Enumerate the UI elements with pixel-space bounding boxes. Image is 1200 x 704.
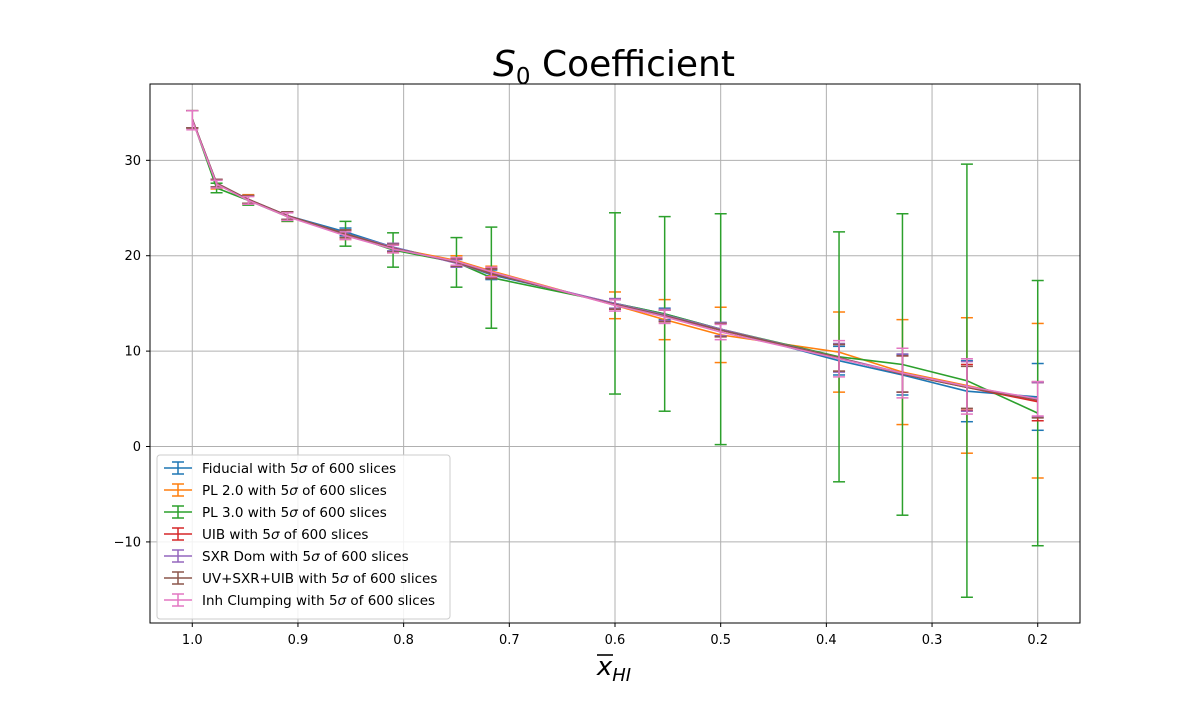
y-tick-label: 30 [124,154,141,169]
legend-text: UIB with 5 [202,527,271,543]
y-tick-label: 10 [124,345,141,360]
y-tick-label: −10 [114,535,141,550]
series-line [191,120,1038,400]
x-axis-label-subscript: HI [612,665,631,686]
chart-title: S0 Coefficient [493,44,735,90]
legend-text: of 600 slices [348,571,437,587]
y-tick-label: 20 [124,249,141,264]
x-tick-label: 1.0 [182,633,203,648]
legend-entry: UV+SXR+UIB with 5σ of 600 slices [164,571,437,587]
chart-title-subscript: 0 [516,64,531,90]
legend-sigma: σ [271,527,280,543]
x-tick-label: 0.6 [605,633,626,648]
legend-text: of 600 slices [346,593,435,609]
legend-entry: Fiducial with 5σ of 600 slices [164,461,396,477]
x-tick-label: 0.4 [816,633,837,648]
legend-text: PL 2.0 with 5 [202,483,289,499]
legend-sigma: σ [299,461,308,477]
legend-sigma: σ [289,505,298,521]
y-tick-label: 0 [133,440,141,455]
legend-label: SXR Dom with 5σ of 600 slices [202,549,409,565]
x-tick-label: 0.9 [288,633,309,648]
legend-text: of 600 slices [298,505,387,521]
chart-title-rest: Coefficient [531,44,735,85]
legend-entry: PL 2.0 with 5σ of 600 slices [164,483,387,499]
legend-entry: UIB with 5σ of 600 slices [164,527,368,543]
legend-text: PL 3.0 with 5 [202,505,289,521]
legend-label: Fiducial with 5σ of 600 slices [202,461,396,477]
x-tick-label: 0.8 [393,633,414,648]
legend-label: PL 2.0 with 5σ of 600 slices [202,483,387,499]
chart-title-symbol: S [493,44,516,85]
x-tick-label: 0.5 [710,633,731,648]
legend-sigma: σ [311,549,320,565]
legend-text: SXR Dom with 5 [202,549,311,565]
legend-text: of 600 slices [307,461,396,477]
legend-entry: Inh Clumping with 5σ of 600 slices [164,593,435,609]
legend-label: UIB with 5σ of 600 slices [202,527,368,543]
x-axis-label-symbol: x [596,652,613,682]
legend-entry: PL 3.0 with 5σ of 600 slices [164,505,387,521]
legend-box [156,454,451,620]
legend-text: of 600 slices [320,549,409,565]
legend-text: Inh Clumping with 5 [202,593,338,609]
legend-text: of 600 slices [280,527,369,543]
legend-label: PL 3.0 with 5σ of 600 slices [202,505,387,521]
axis-ticks: 1.0 0.9 0.8 0.7 0.6 0.5 0.4 0.3 0.2 −10 0 10 20 30 [114,154,1049,648]
x-tick-label: 0.3 [922,633,943,648]
legend-sigma: σ [340,571,349,587]
legend-label: Inh Clumping with 5σ of 600 slices [202,593,435,609]
series-layer [186,109,1044,598]
legend-sigma: σ [338,593,347,609]
legend-entry: SXR Dom with 5σ of 600 slices [164,549,409,565]
legend-text: UV+SXR+UIB with 5 [202,571,340,587]
legend-sigma: σ [289,483,298,499]
x-axis-label: xHI [596,652,631,686]
legend-text: of 600 slices [298,483,387,499]
legend-text: Fiducial with 5 [202,461,299,477]
x-tick-label: 0.7 [499,633,520,648]
series-7 [186,109,1044,417]
x-tick-label: 0.2 [1027,633,1048,648]
legend-label: UV+SXR+UIB with 5σ of 600 slices [202,571,437,587]
